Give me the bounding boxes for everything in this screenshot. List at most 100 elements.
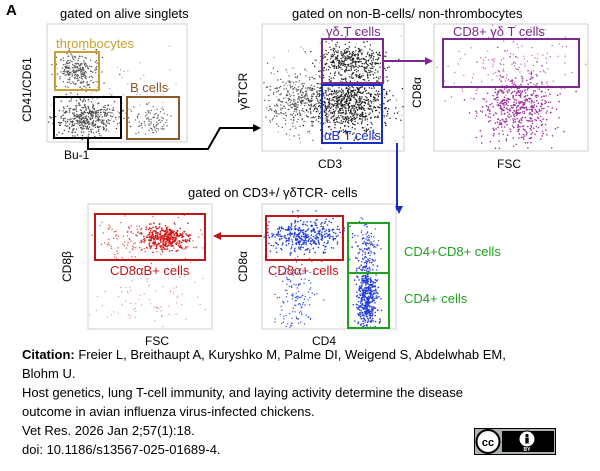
scatter-dot: [136, 93, 138, 96]
scatter-dot: [81, 78, 84, 80]
scatter-dot: [307, 97, 309, 100]
scatter-dot: [290, 113, 292, 116]
scatter-dot: [303, 110, 305, 113]
scatter-dot: [294, 300, 297, 302]
scatter-dot: [285, 112, 287, 114]
scatter-dot: [290, 87, 292, 89]
scatter-dot: [106, 114, 108, 117]
scatter-dot: [168, 233, 171, 236]
scatter-dot: [357, 53, 359, 55]
scatter-dot: [328, 76, 330, 78]
scatter-dot: [299, 283, 301, 285]
scatter-dot: [383, 117, 385, 119]
scatter-dot: [372, 306, 375, 309]
scatter-dot: [447, 65, 449, 68]
scatter-dot: [340, 51, 342, 53]
scatter-dot: [345, 133, 347, 135]
label-ab-t-cells: αB T cells: [324, 128, 381, 143]
scatter-dot: [89, 113, 91, 115]
scatter-dot: [85, 72, 88, 74]
scatter-dot: [156, 310, 158, 312]
scatter-dot: [356, 107, 358, 109]
scatter-dot: [90, 113, 92, 116]
scatter-dot: [324, 92, 326, 94]
scatter-dot: [55, 63, 58, 65]
scatter-dot: [293, 135, 295, 137]
scatter-dot: [285, 82, 287, 85]
scatter-dot: [511, 82, 514, 84]
scatter-dot: [320, 148, 322, 150]
scatter-dot: [511, 91, 514, 93]
scatter-dot: [354, 124, 356, 126]
scatter-dot: [485, 105, 488, 107]
scatter-dot: [474, 117, 477, 120]
scatter-dot: [85, 118, 88, 120]
scatter-dot: [181, 234, 184, 237]
scatter-dot: [137, 113, 139, 116]
scatter-dot: [115, 127, 118, 130]
scatter-dot: [374, 116, 376, 118]
scatter-dot: [305, 98, 308, 100]
scatter-dot: [532, 106, 535, 109]
scatter-dot: [506, 134, 509, 137]
scatter-dot: [153, 238, 155, 241]
scatter-dot: [304, 102, 307, 104]
scatter-dot: [351, 51, 354, 54]
scatter-dot: [365, 310, 368, 313]
scatter-dot: [512, 94, 514, 97]
scatter-dot: [307, 316, 309, 319]
scatter-dot: [345, 109, 347, 112]
scatter-dot: [517, 126, 519, 128]
scatter-dot: [288, 108, 290, 111]
scatter-dot: [363, 296, 365, 298]
scatter-dot: [352, 50, 354, 53]
scatter-dot: [75, 115, 77, 118]
scatter-dot: [103, 119, 105, 121]
scatter-dot: [337, 234, 339, 237]
scatter-dot: [482, 97, 484, 100]
scatter-dot: [166, 235, 168, 238]
scatter-dot: [371, 300, 373, 303]
scatter-dot: [550, 147, 553, 149]
scatter-dot: [513, 115, 516, 118]
scatter-dot: [285, 296, 288, 298]
scatter-dot: [176, 249, 178, 252]
scatter-dot: [353, 139, 355, 141]
scatter-dot: [155, 127, 158, 129]
scatter-dot: [481, 105, 484, 108]
scatter-dot: [88, 133, 90, 135]
scatter-dot: [555, 108, 558, 111]
scatter-dot: [289, 84, 291, 86]
scatter-dot: [358, 287, 361, 289]
scatter-dot: [322, 244, 325, 247]
scatter-dot: [345, 57, 347, 59]
scatter-dot: [180, 246, 183, 249]
scatter-dot: [488, 36, 490, 38]
scatter-dot: [499, 62, 501, 64]
scatter-dot: [291, 241, 294, 243]
scatter-dot: [61, 67, 64, 69]
scatter-dot: [519, 71, 521, 73]
scatter-dot: [162, 236, 164, 238]
scatter-dot: [300, 90, 302, 93]
scatter-dot: [67, 125, 69, 127]
scatter-dot: [81, 121, 83, 124]
scatter-dot: [309, 79, 311, 81]
scatter-dot: [500, 102, 502, 104]
scatter-dot: [364, 70, 366, 72]
scatter-dot: [340, 67, 342, 69]
scatter-dot: [315, 116, 317, 118]
scatter-dot: [364, 126, 366, 129]
scatter-dot: [369, 257, 371, 260]
scatter-dot: [511, 111, 514, 114]
scatter-dot: [556, 94, 559, 96]
scatter-dot: [295, 243, 298, 246]
scatter-dot: [499, 119, 501, 122]
scatter-dot: [111, 109, 114, 111]
scatter-dot: [334, 48, 336, 50]
scatter-dot: [311, 123, 313, 125]
scatter-dot: [499, 107, 502, 110]
scatter-dot: [337, 115, 340, 117]
scatter-dot: [304, 237, 307, 240]
scatter-dot: [66, 125, 68, 127]
